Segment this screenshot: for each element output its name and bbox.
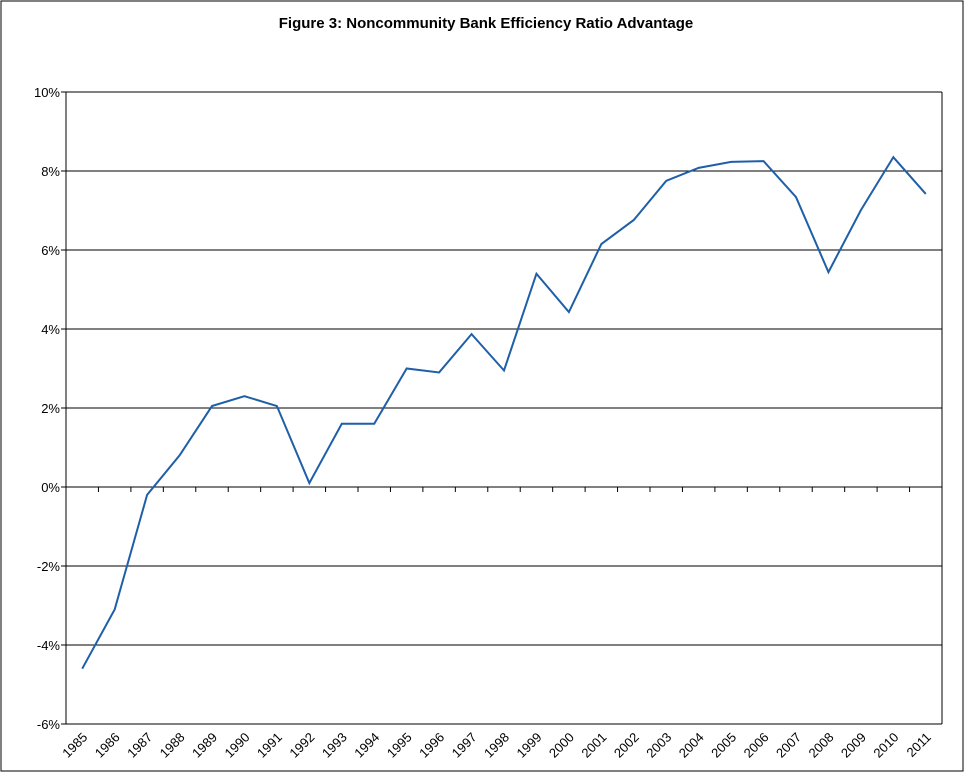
y-tick-label: -4%: [37, 638, 61, 653]
chart-title: Figure 3: Noncommunity Bank Efficiency R…: [279, 15, 694, 32]
data-line: [81, 155, 927, 670]
y-tick-label: 6%: [41, 243, 60, 258]
y-tick-label: 0%: [41, 480, 60, 495]
y-tick-label: 4%: [41, 322, 60, 337]
y-tick-label: 10%: [34, 85, 60, 100]
y-tick-label: 2%: [41, 401, 60, 416]
y-tick-label: 8%: [41, 164, 60, 179]
y-tick-label: -6%: [37, 717, 61, 732]
y-tick-label: -2%: [37, 559, 61, 574]
